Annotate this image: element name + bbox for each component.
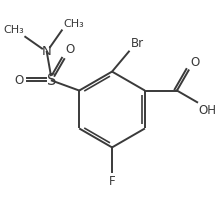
- Text: O: O: [15, 74, 24, 87]
- Text: CH₃: CH₃: [63, 19, 84, 29]
- Text: O: O: [66, 43, 75, 56]
- Text: S: S: [47, 73, 57, 88]
- Text: F: F: [109, 175, 115, 188]
- Text: CH₃: CH₃: [3, 25, 24, 35]
- Text: Br: Br: [130, 37, 143, 50]
- Text: OH: OH: [199, 104, 217, 117]
- Text: O: O: [190, 56, 199, 69]
- Text: N: N: [42, 45, 52, 58]
